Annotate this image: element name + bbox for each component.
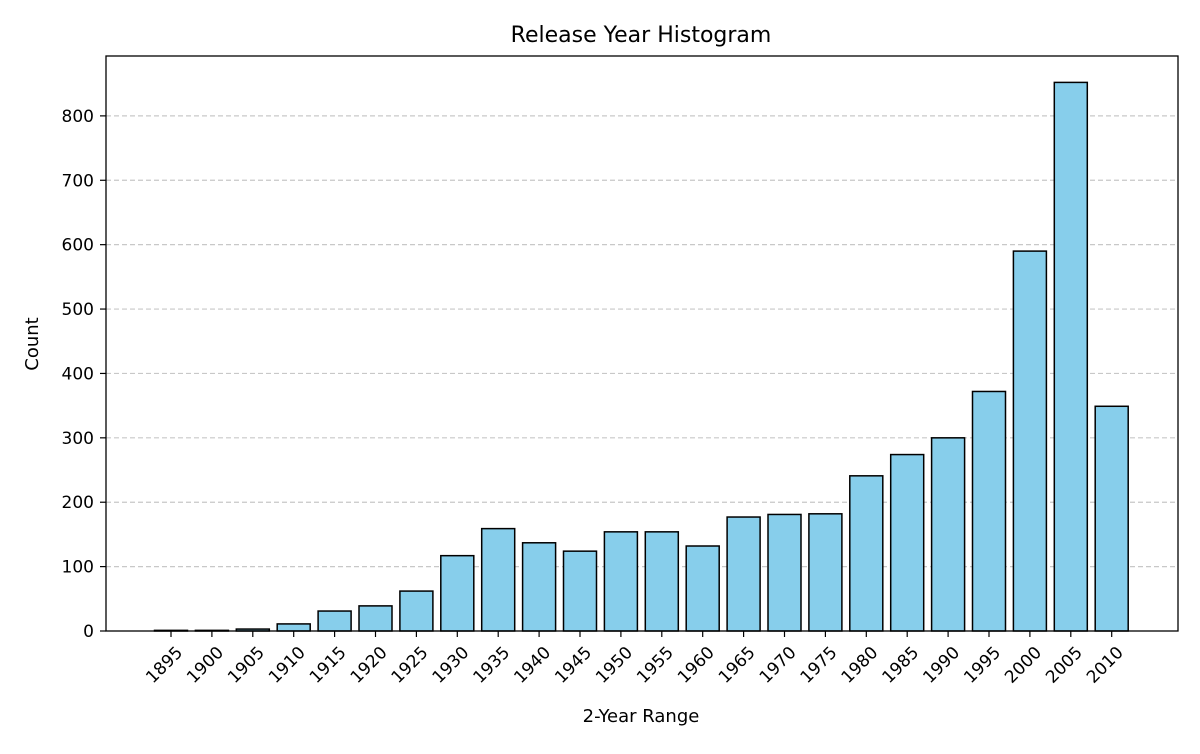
- x-tick-label: 1920: [347, 643, 392, 688]
- bar-1950: [603, 531, 639, 632]
- y-tick-label: 400: [62, 364, 94, 384]
- x-tick-label: 1965: [715, 643, 760, 688]
- bar-1915: [317, 610, 352, 632]
- bar-1925: [399, 590, 434, 632]
- x-tick-label: 1955: [633, 643, 678, 688]
- x-axis-label: 2-Year Range: [583, 706, 700, 727]
- x-tick-label: 1930: [429, 643, 474, 688]
- bar-1920: [358, 605, 393, 632]
- x-tick-label: 1915: [306, 643, 351, 688]
- chart-title: Release Year Histogram: [511, 23, 772, 48]
- x-tick-label: 1895: [142, 643, 187, 688]
- bar-1945: [562, 550, 598, 632]
- x-tick-label: 1925: [388, 643, 433, 688]
- y-tick-label: 600: [62, 236, 94, 256]
- x-tick-label: 1970: [756, 643, 801, 688]
- y-tick-label: 200: [62, 493, 94, 513]
- y-tick-label: 100: [62, 558, 94, 578]
- bar-1910: [276, 623, 311, 632]
- bar-1990: [930, 437, 966, 632]
- bar-2010: [1094, 405, 1129, 632]
- x-tick-label: 1910: [265, 643, 310, 688]
- y-tick-label: 500: [62, 300, 94, 320]
- y-axis-label: Count: [22, 317, 43, 370]
- plot-frame: [105, 55, 1179, 632]
- bar-1935: [480, 527, 516, 632]
- y-tick-label: 800: [62, 107, 94, 127]
- bar-1995: [971, 390, 1007, 632]
- x-tick-label: 1945: [551, 643, 596, 688]
- x-tick-label: 2000: [1001, 643, 1046, 688]
- x-tick-label: 1905: [224, 643, 269, 688]
- x-tick-label: 2010: [1083, 643, 1128, 688]
- x-tick-label: 1975: [797, 643, 842, 688]
- bar-1975: [808, 513, 843, 632]
- bar-1960: [685, 545, 720, 632]
- bar-1970: [767, 513, 802, 632]
- bar-1955: [644, 531, 680, 632]
- bar-1940: [521, 542, 557, 632]
- x-tick-label: 1985: [878, 643, 923, 688]
- bar-1980: [849, 475, 884, 632]
- y-tick-label: 0: [83, 622, 94, 642]
- bar-1930: [440, 554, 475, 632]
- x-axis-ticks: 1895190019051910191519201925193019351940…: [142, 631, 1128, 688]
- x-tick-label: 1995: [960, 643, 1005, 688]
- bar-1985: [889, 453, 925, 632]
- x-tick-label: 1940: [510, 643, 555, 688]
- x-tick-label: 1980: [838, 643, 883, 688]
- gridlines: [106, 115, 1178, 568]
- x-tick-label: 1990: [919, 643, 964, 688]
- x-tick-label: 1900: [183, 643, 228, 688]
- x-tick-label: 1960: [674, 643, 719, 688]
- x-tick-label: 1935: [469, 643, 514, 688]
- y-axis-ticks: 0 100 200 300 400 500 600 700 800: [62, 107, 106, 642]
- x-tick-label: 2005: [1042, 643, 1087, 688]
- bar-2005: [1053, 81, 1089, 632]
- bars: [153, 81, 1129, 632]
- y-tick-label: 300: [62, 429, 94, 449]
- bar-2000: [1012, 250, 1048, 632]
- x-tick-label: 1950: [592, 643, 637, 688]
- bar-1965: [726, 516, 761, 632]
- y-tick-label: 700: [62, 171, 94, 191]
